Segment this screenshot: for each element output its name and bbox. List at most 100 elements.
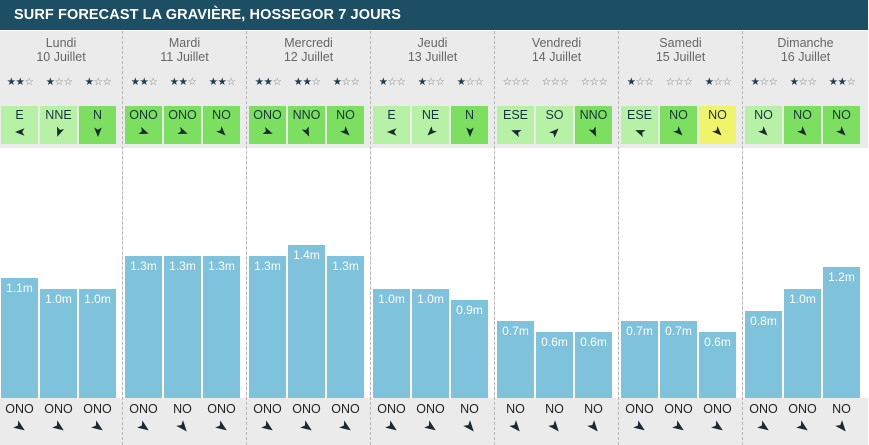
wave-height-bar: 1.3m bbox=[249, 256, 286, 398]
wind-indicator: NO bbox=[327, 106, 364, 144]
wave-chart-area: 0.8m 1.0m 1.2m bbox=[743, 148, 868, 398]
swell-arrow-icon bbox=[338, 420, 351, 431]
wind-direction-label: NNO bbox=[579, 108, 608, 122]
wave-height-bar: 1.0m bbox=[412, 289, 449, 398]
rating-stars: ☆☆☆ bbox=[659, 74, 699, 90]
wind-direction-label: ESE bbox=[626, 108, 652, 122]
rating-stars: ★☆☆ bbox=[78, 74, 118, 90]
swell-direction-label: ONO bbox=[331, 402, 360, 416]
swell-arrow-icon bbox=[423, 420, 436, 431]
star-empty-icon: ☆ bbox=[589, 76, 599, 88]
wind-indicator: NNO bbox=[575, 106, 612, 144]
swell-direction-label: ONO bbox=[292, 402, 321, 416]
day-header: Samedi 15 Juillet bbox=[619, 36, 742, 64]
wave-chart-area: 1.1m 1.0m 1.0m bbox=[0, 148, 122, 398]
wind-arrow-icon bbox=[548, 128, 559, 138]
wave-height-bar: 1.0m bbox=[784, 289, 821, 398]
wind-arrow-icon bbox=[426, 126, 437, 136]
wave-height-label: 1.2m bbox=[828, 270, 855, 284]
wind-direction-label: NO bbox=[832, 108, 851, 122]
rating-stars: ★☆☆ bbox=[411, 74, 451, 90]
swell-direction-label: ONO bbox=[253, 402, 282, 416]
wave-height-label: 0.6m bbox=[580, 335, 607, 349]
wave-height-bar: 1.3m bbox=[327, 256, 364, 398]
wind-indicator: NO bbox=[203, 106, 240, 144]
swell-arrow bbox=[784, 420, 821, 434]
star-empty-icon: ☆ bbox=[387, 76, 397, 88]
rating-stars: ★☆☆ bbox=[39, 74, 79, 90]
wave-height-bar: 1.4m bbox=[288, 245, 325, 398]
rating-stars: ☆☆☆ bbox=[496, 74, 536, 90]
wind-direction-label: E bbox=[15, 108, 24, 122]
wind-arrow-icon bbox=[835, 126, 846, 136]
wave-height-bar: 1.3m bbox=[203, 256, 240, 398]
wave-height-label: 0.7m bbox=[626, 324, 653, 338]
wave-height-label: 1.3m bbox=[254, 259, 281, 273]
wave-chart-area: 1.3m 1.4m 1.3m bbox=[247, 148, 370, 398]
wind-arrow-icon bbox=[757, 126, 768, 136]
day-column-mercredi: Mercredi 12 Juillet 1.3m 1.4m 1.3m ★★☆ ONO ONO ★… bbox=[246, 31, 370, 445]
star-empty-icon: ☆ bbox=[541, 76, 551, 88]
wave-height-bar: 0.6m bbox=[575, 332, 612, 398]
star-empty-icon: ☆ bbox=[272, 76, 282, 88]
rating-stars: ★★☆ bbox=[0, 74, 40, 90]
wind-arrow-icon bbox=[14, 128, 24, 136]
wind-direction-label: ESE bbox=[502, 108, 528, 122]
swell-arrow-icon bbox=[299, 420, 312, 431]
star-empty-icon: ☆ bbox=[713, 76, 723, 88]
wave-height-label: 1.1m bbox=[6, 281, 33, 295]
swell-arrow bbox=[699, 420, 736, 434]
star-filled-icon: ★ bbox=[417, 76, 427, 88]
wind-direction-label: NO bbox=[754, 108, 773, 122]
star-empty-icon: ☆ bbox=[148, 76, 158, 88]
swell-arrow-icon bbox=[214, 420, 227, 431]
rating-stars: ★☆☆ bbox=[744, 74, 784, 90]
star-filled-icon: ★ bbox=[750, 76, 760, 88]
star-empty-icon: ☆ bbox=[807, 76, 817, 88]
star-empty-icon: ☆ bbox=[768, 76, 778, 88]
rating-stars: ★☆☆ bbox=[783, 74, 823, 90]
star-filled-icon: ★ bbox=[45, 76, 55, 88]
star-empty-icon: ☆ bbox=[24, 76, 34, 88]
star-empty-icon: ☆ bbox=[846, 76, 856, 88]
wind-direction-label: NNE bbox=[45, 108, 72, 122]
swell-arrow-icon bbox=[710, 420, 723, 431]
swell-direction-label: ONO bbox=[44, 402, 73, 416]
page-title: SURF FORECAST LA GRAVIÈRE, HOSSEGOR 7 JO… bbox=[0, 0, 868, 30]
day-date: 16 Juillet bbox=[780, 50, 831, 64]
swell-arrow-icon bbox=[462, 420, 474, 432]
wind-indicator: NNO bbox=[288, 106, 325, 144]
swell-arrow-icon bbox=[260, 420, 273, 431]
swell-arrow bbox=[288, 420, 325, 434]
swell-arrow-icon bbox=[384, 420, 397, 431]
day-header: Lundi 10 Juillet bbox=[0, 36, 122, 64]
swell-arrow bbox=[536, 420, 573, 434]
wind-arrow-icon bbox=[215, 126, 226, 136]
wind-arrow-icon bbox=[301, 126, 309, 137]
wind-indicator: SO bbox=[536, 106, 573, 144]
day-column-dimanche: Dimanche 16 Juillet 0.8m 1.0m 1.2m ★☆☆ NO ONO ★☆… bbox=[742, 31, 868, 445]
star-empty-icon: ☆ bbox=[426, 76, 436, 88]
star-filled-icon: ★ bbox=[178, 76, 188, 88]
day-column-samedi: Samedi 15 Juillet 0.7m 0.7m 0.6m ★☆☆ ESE ONO ☆☆☆… bbox=[618, 31, 742, 445]
wave-height-bar: 0.8m bbox=[745, 311, 782, 398]
forecast-grid: Lundi 10 Juillet 1.1m 1.0m 1.0m ★★☆ E ONO ★☆☆ NNE… bbox=[0, 31, 868, 445]
swell-arrow-icon bbox=[671, 420, 684, 431]
wind-arrow-icon bbox=[93, 127, 102, 137]
wave-height-bar: 1.0m bbox=[373, 289, 410, 398]
day-header: Vendredi 14 Juillet bbox=[495, 36, 618, 64]
rating-stars: ★☆☆ bbox=[372, 74, 412, 90]
swell-direction-label: ONO bbox=[703, 402, 732, 416]
swell-direction-label: ONO bbox=[749, 402, 778, 416]
swell-arrow-icon bbox=[632, 420, 645, 431]
wind-indicator: N bbox=[79, 106, 116, 144]
wave-height-label: 0.7m bbox=[665, 324, 692, 338]
wave-height-label: 1.0m bbox=[84, 292, 111, 306]
day-date: 12 Juillet bbox=[283, 50, 334, 64]
day-date: 10 Juillet bbox=[36, 50, 86, 64]
swell-arrow bbox=[823, 420, 860, 434]
swell-direction-label: ONO bbox=[625, 402, 654, 416]
star-empty-icon: ☆ bbox=[759, 76, 769, 88]
star-empty-icon: ☆ bbox=[311, 76, 321, 88]
star-empty-icon: ☆ bbox=[396, 76, 406, 88]
